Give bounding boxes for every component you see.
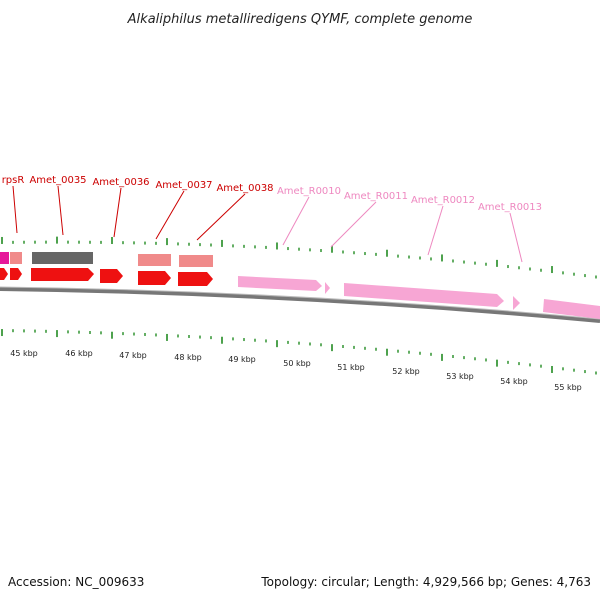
genome-backbone: [0, 287, 600, 323]
accession-text: Accession: NC_009633: [8, 575, 144, 589]
gene-label-amet-0035[interactable]: Amet_0035: [29, 175, 86, 186]
feature-row-lower: [0, 268, 600, 319]
kbp-label: 48 kbp: [174, 353, 202, 362]
outer-tick-track: [1, 236, 597, 279]
kbp-label: 53 kbp: [446, 372, 474, 381]
kbp-label: 50 kbp: [283, 359, 311, 368]
kbp-scale: 45 kbp 46 kbp 47 kbp 48 kbp 49 kbp 50 kb…: [10, 349, 582, 392]
feature-amet-0038[interactable]: [179, 255, 213, 267]
leader-amet-0036: [113, 187, 122, 238]
kbp-label: 47 kbp: [119, 351, 147, 360]
feature-rna-r0011b[interactable]: [513, 296, 520, 310]
map-title: Alkaliphilus metalliredigens QYMF, compl…: [127, 12, 473, 27]
feature-row-upper: [0, 252, 213, 267]
gene-label-amet-0036[interactable]: Amet_0036: [92, 177, 149, 188]
inner-tick-track: [1, 329, 597, 375]
leader-amet-r0011: [330, 201, 377, 248]
feature-arrow-red-6[interactable]: [178, 272, 213, 286]
feature-rpsR-magenta[interactable]: [0, 252, 9, 264]
gene-label-layer: rpsR Amet_0035 Amet_0036 Amet_0037 Amet_…: [2, 175, 542, 263]
leader-amet-r0013: [509, 212, 523, 263]
leader-amet-r0010: [282, 196, 310, 246]
feature-rpsR-pale[interactable]: [10, 252, 22, 264]
gene-label-amet-r0011[interactable]: Amet_R0011: [344, 191, 408, 202]
gene-label-rpsR[interactable]: rpsR: [2, 175, 25, 186]
feature-arrow-red-5[interactable]: [138, 271, 171, 285]
kbp-label: 51 kbp: [337, 363, 365, 372]
feature-amet-0037[interactable]: [138, 254, 171, 266]
gene-label-amet-0037[interactable]: Amet_0037: [155, 180, 212, 191]
leader-amet-0038: [196, 193, 246, 241]
kbp-label: 49 kbp: [228, 355, 256, 364]
leader-amet-0037: [155, 190, 185, 240]
kbp-label: 55 kbp: [554, 383, 582, 392]
kbp-label: 45 kbp: [10, 349, 38, 358]
topology-text: Topology: circular; Length: 4,929,566 bp…: [260, 575, 591, 589]
feature-arrow-red-4[interactable]: [100, 269, 123, 283]
leader-rpsR: [12, 185, 18, 234]
feature-rna-r0010b[interactable]: [325, 282, 330, 294]
feature-arrow-red-2[interactable]: [10, 268, 22, 280]
kbp-label: 46 kbp: [65, 349, 93, 358]
feature-rna-r0011[interactable]: [344, 283, 504, 307]
feature-rna-r0013[interactable]: [543, 299, 600, 319]
feature-arrow-red-1[interactable]: [0, 268, 8, 280]
feature-rna-r0010[interactable]: [238, 276, 322, 291]
feature-arrow-red-3[interactable]: [31, 268, 94, 281]
genome-backbone-highlight: [0, 286, 600, 320]
feature-amet-0035[interactable]: [32, 252, 93, 264]
gene-label-amet-r0010[interactable]: Amet_R0010: [277, 186, 341, 197]
kbp-label: 54 kbp: [500, 377, 528, 386]
gene-label-amet-0038[interactable]: Amet_0038: [216, 183, 273, 194]
kbp-label: 52 kbp: [392, 367, 420, 376]
gene-label-amet-r0013[interactable]: Amet_R0013: [478, 202, 542, 213]
gene-label-amet-r0012[interactable]: Amet_R0012: [411, 195, 475, 206]
leader-amet-0035: [57, 185, 64, 236]
leader-amet-r0012: [427, 205, 444, 256]
